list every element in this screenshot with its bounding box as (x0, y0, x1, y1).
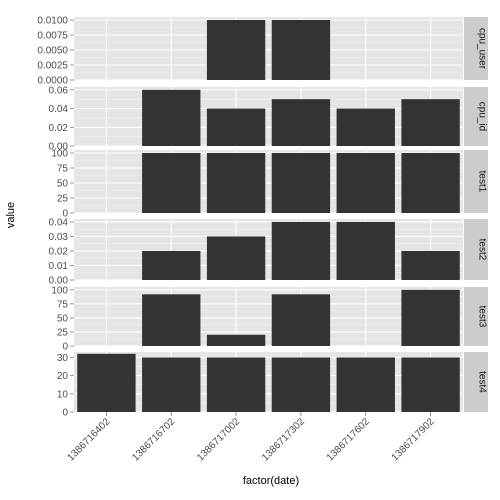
bar-cpu-user-1386717302 (271, 20, 331, 80)
facet-strip-label: test4 (477, 371, 488, 393)
bar-test3-1386716702 (142, 294, 201, 346)
y-tick-label: 0 (62, 342, 68, 353)
facet-strip (464, 87, 488, 146)
y-tick-label: 0.00 (49, 276, 69, 287)
bar-test2-1386716702 (142, 250, 201, 280)
bar-cpu-id-1386716702 (142, 89, 201, 146)
y-tick-label: 0.02 (49, 246, 69, 257)
x-axis: 1386716402 1386716702 1386717002 1386717302… (65, 412, 437, 463)
panel-test4: 0 10 20 30 test4 (57, 352, 488, 419)
bar-test1-1386717302 (271, 153, 331, 213)
bar-test4-1386717602 (336, 357, 395, 412)
facet-strip-label: test2 (477, 239, 488, 261)
x-tick-label: 1386717902 (390, 416, 437, 463)
bar-test2-1386717002 (206, 236, 266, 280)
bar-test3-1386717002 (206, 334, 266, 346)
x-tick-label: 1386717302 (260, 416, 307, 463)
bar-test4-1386716702 (142, 357, 201, 412)
panel-cpu-id: 0.00 0.02 0.04 0.06 cpu_id (49, 85, 488, 153)
y-tick-label: 100 (51, 285, 68, 296)
y-tick-label: 10 (57, 389, 69, 400)
facet-strip (464, 219, 488, 280)
facet-strip-label: test3 (477, 306, 488, 328)
facet-strip (464, 150, 488, 213)
y-tick-label: 0.04 (49, 104, 69, 115)
bar-test2-1386717302 (271, 221, 331, 280)
bar-cpu-id-1386717602 (336, 108, 395, 146)
bar-test1-1386717902 (401, 153, 460, 213)
y-tick-label: 25 (57, 194, 69, 205)
bar-test4-1386717902 (401, 357, 460, 412)
bar-test2-1386717902 (401, 250, 460, 280)
bar-test1-1386717002 (206, 153, 266, 213)
y-tick-label: 30 (57, 353, 69, 364)
y-tick-label: 50 (57, 179, 69, 190)
panel-test3: 0 25 50 75 100 test3 (51, 285, 488, 353)
y-tick-label: 0.0050 (37, 46, 68, 57)
bar-test4-1386717002 (206, 357, 266, 412)
x-tick-label: 1386716402 (65, 416, 112, 463)
bar-test1-1386716702 (142, 153, 201, 213)
y-tick-label: 50 (57, 313, 69, 324)
bar-test4-1386717302 (271, 357, 331, 412)
panel-background (74, 17, 463, 80)
y-tick-label: 0 (62, 209, 68, 220)
y-tick-label: 0.02 (49, 123, 69, 134)
panel-background (74, 87, 463, 146)
facet-strip-label: cpu_user (477, 28, 488, 70)
bar-cpu-id-1386717902 (401, 99, 460, 146)
x-tick-label: 1386717002 (195, 416, 242, 463)
bar-test3-1386717902 (401, 289, 460, 346)
y-tick-label: 75 (57, 164, 69, 175)
facet-strip (464, 17, 488, 80)
facet-strip-label: cpu_id (477, 102, 488, 131)
panel-test1: 0 25 50 75 100 test1 (51, 149, 488, 220)
bar-cpu-user-1386717002 (206, 20, 266, 80)
bar-test4-1386716402 (77, 353, 136, 412)
x-tick-label: 1386717602 (325, 416, 372, 463)
x-axis-title: factor(date) (243, 475, 299, 487)
y-tick-label: 75 (57, 299, 69, 310)
y-tick-label: 0.03 (49, 232, 69, 243)
y-tick-label: 25 (57, 327, 69, 338)
bar-test2-1386717602 (336, 221, 395, 280)
facet-panels: 0.00000.00250.00500.00750.0100cpu_user0.… (37, 16, 488, 419)
bar-test3-1386717302 (271, 294, 331, 346)
panel-background (74, 352, 463, 412)
y-tick-label: 0.0075 (37, 31, 68, 42)
y-tick-label: 0.0100 (37, 16, 68, 27)
y-tick-label: 0.0000 (37, 76, 68, 87)
y-tick-label: 0.04 (49, 217, 69, 228)
facet-strip-label: test1 (477, 171, 488, 193)
panel-test2: 0.00 0.01 0.02 0.03 0.04 test2 (49, 217, 488, 287)
y-tick-label: 0.0025 (37, 61, 68, 72)
x-tick-label: 1386716702 (130, 416, 177, 463)
bar-cpu-id-1386717302 (271, 99, 331, 146)
y-tick-label: 100 (51, 149, 68, 160)
bar-test1-1386717602 (336, 153, 395, 213)
bar-cpu-id-1386717002 (206, 108, 266, 146)
y-axis-title: value (5, 202, 17, 228)
y-tick-label: 0 (62, 408, 68, 419)
y-tick-label: 0.00 (49, 142, 69, 153)
y-tick-label: 0.01 (49, 261, 69, 272)
panel-cpu-user: 0.0000 0.0025 0.0050 0.0075 0.0100 cpu_user (37, 16, 488, 87)
facet-strip (464, 287, 488, 346)
facet-strip (464, 352, 488, 412)
y-tick-label: 20 (57, 371, 69, 382)
y-tick-label: 0.06 (49, 85, 69, 96)
